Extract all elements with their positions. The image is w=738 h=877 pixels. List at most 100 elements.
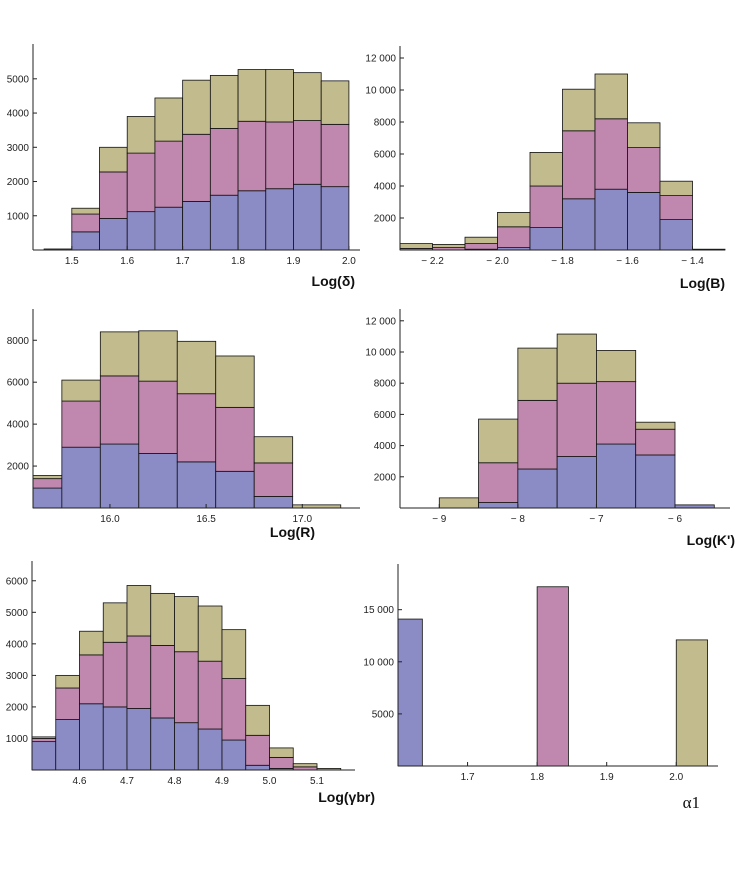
bar-pink-5: [562, 130, 596, 200]
bar-blue-1: [71, 231, 100, 251]
bar-pink-2: [99, 171, 128, 219]
bar-tan-7: [237, 69, 267, 122]
x-tick-label: − 7: [589, 514, 604, 525]
bar-blue-6: [253, 496, 294, 509]
y-tick-label: 6000: [6, 576, 29, 587]
bar-pink-1: [55, 687, 80, 720]
bar-pink-3: [138, 380, 178, 454]
bar-pink-6: [174, 651, 199, 724]
y-tick-label: 5000: [372, 709, 395, 720]
x-tick-label: 1.9: [600, 772, 614, 783]
bar-blue-2: [517, 468, 558, 509]
bar-tan-5: [562, 88, 596, 132]
bar-pink-7: [197, 660, 223, 730]
bar-pink-10: [320, 123, 350, 188]
panel-alpha1: 5000 10 000 15 000 1.7 1.8 1.9 2.0α1: [363, 564, 718, 812]
bar-pink-3: [556, 382, 597, 457]
x-axis-label: Log(γbr): [318, 789, 375, 805]
bar-blue-2: [99, 218, 128, 251]
y-tick-label: 4000: [7, 420, 30, 431]
y-tick-label: 4000: [374, 441, 397, 452]
bar-blue-0: [31, 741, 57, 771]
bar-tan-6: [594, 73, 628, 120]
bar-blue-5: [182, 200, 211, 251]
x-axis-label: Log(K'): [687, 532, 735, 548]
bar-blue-1: [55, 719, 80, 771]
bar-blue-6: [594, 188, 628, 251]
y-tick-label: 1000: [6, 734, 29, 745]
bar-tan-7: [197, 605, 223, 662]
panel-log-gamma-br: 1000 2000 3000 4000 5000 6000 4.6 4.7 4.8 4.9 5.0 5…: [6, 561, 375, 805]
y-tick-label: 4000: [6, 639, 29, 650]
y-tick-label: 1000: [7, 211, 30, 222]
bar-blue-3: [556, 456, 597, 509]
panel-log-b: 2000 4000 6000 8000 10 000 12 000 − 2.2 − 2.0 − …: [365, 46, 726, 291]
bar-blue-7: [197, 728, 223, 771]
bar-tan-1: [478, 418, 519, 464]
y-tick-label: 10 000: [365, 86, 396, 97]
bar-tan-3: [556, 333, 597, 384]
bar-pink-6: [594, 118, 628, 190]
bar-tan-9: [293, 72, 322, 121]
y-tick-label: 12 000: [365, 316, 396, 327]
x-tick-label: 16.0: [100, 514, 120, 525]
bar-tan-6: [209, 74, 239, 129]
bar-tan-5: [182, 79, 211, 135]
y-tick-label: 8000: [374, 379, 397, 390]
bar-tan-3: [102, 602, 128, 643]
x-tick-label: 1.8: [231, 256, 245, 267]
bar-tan-2: [79, 630, 104, 656]
bar-blue-9: [245, 764, 270, 771]
bar-blue-5: [215, 470, 255, 509]
bar-blue-3: [102, 706, 128, 771]
y-tick-label: 6000: [374, 150, 397, 161]
x-tick-label: − 9: [432, 514, 447, 525]
bar-pink-7: [627, 147, 661, 193]
y-tick-label: 8000: [374, 118, 397, 129]
bar-blue-3: [138, 453, 178, 509]
bar-blue-8: [221, 739, 247, 771]
y-tick-label: 15 000: [363, 605, 394, 616]
panel-log-delta: 1000 2000 3000 4000 5000 1.5 1.6 1.7 1.8 1.9 2.0 Lo…: [7, 44, 360, 289]
bar-tan-2: [464, 236, 498, 244]
bar-blue: [397, 618, 423, 767]
bar-tan-1: [55, 674, 80, 689]
bar-pink-9: [245, 734, 270, 766]
bar-tan-10: [320, 80, 350, 125]
x-tick-label: − 6: [668, 514, 683, 525]
panel-log-kprime: 2000 4000 6000 8000 10 000 12 000 − 9 − 8 − 7 − 6…: [365, 309, 735, 548]
x-tick-label: − 8: [511, 514, 526, 525]
x-tick-label: 16.5: [196, 514, 216, 525]
bar-pink-2: [517, 399, 558, 470]
y-tick-label: 8000: [7, 336, 30, 347]
x-tick-label: 4.6: [73, 776, 87, 787]
bar-pink-4: [176, 393, 217, 463]
x-tick-label: 1.9: [287, 256, 301, 267]
bar-pink-4: [529, 185, 563, 228]
bar-blue-4: [596, 443, 637, 509]
bar-tan-2: [517, 347, 558, 401]
bar-pink-5: [150, 645, 175, 719]
bar-blue-9: [293, 183, 322, 251]
y-tick-label: 4000: [374, 182, 397, 193]
x-axis-label: Log(R): [270, 524, 315, 540]
bar-pink-2: [464, 243, 498, 250]
bar-tan-4: [176, 340, 217, 395]
x-tick-label: 1.8: [530, 772, 544, 783]
bar-pink: [536, 586, 569, 767]
x-axis-label: Log(δ): [312, 273, 355, 289]
y-tick-label: 10 000: [363, 657, 394, 668]
bar-pink-4: [596, 381, 637, 445]
bar-tan-0: [399, 243, 433, 249]
bar-blue-8: [659, 219, 693, 251]
bar-tan-8: [265, 69, 294, 123]
bar-tan-0: [438, 497, 479, 509]
y-tick-label: 3000: [6, 671, 29, 682]
y-tick-label: 2000: [374, 214, 397, 225]
bar-pink-2: [99, 375, 140, 445]
bar-tan: [675, 639, 708, 767]
x-tick-label: 2.0: [342, 256, 356, 267]
bar-tan-5: [150, 592, 175, 646]
bar-pink-3: [497, 226, 531, 249]
